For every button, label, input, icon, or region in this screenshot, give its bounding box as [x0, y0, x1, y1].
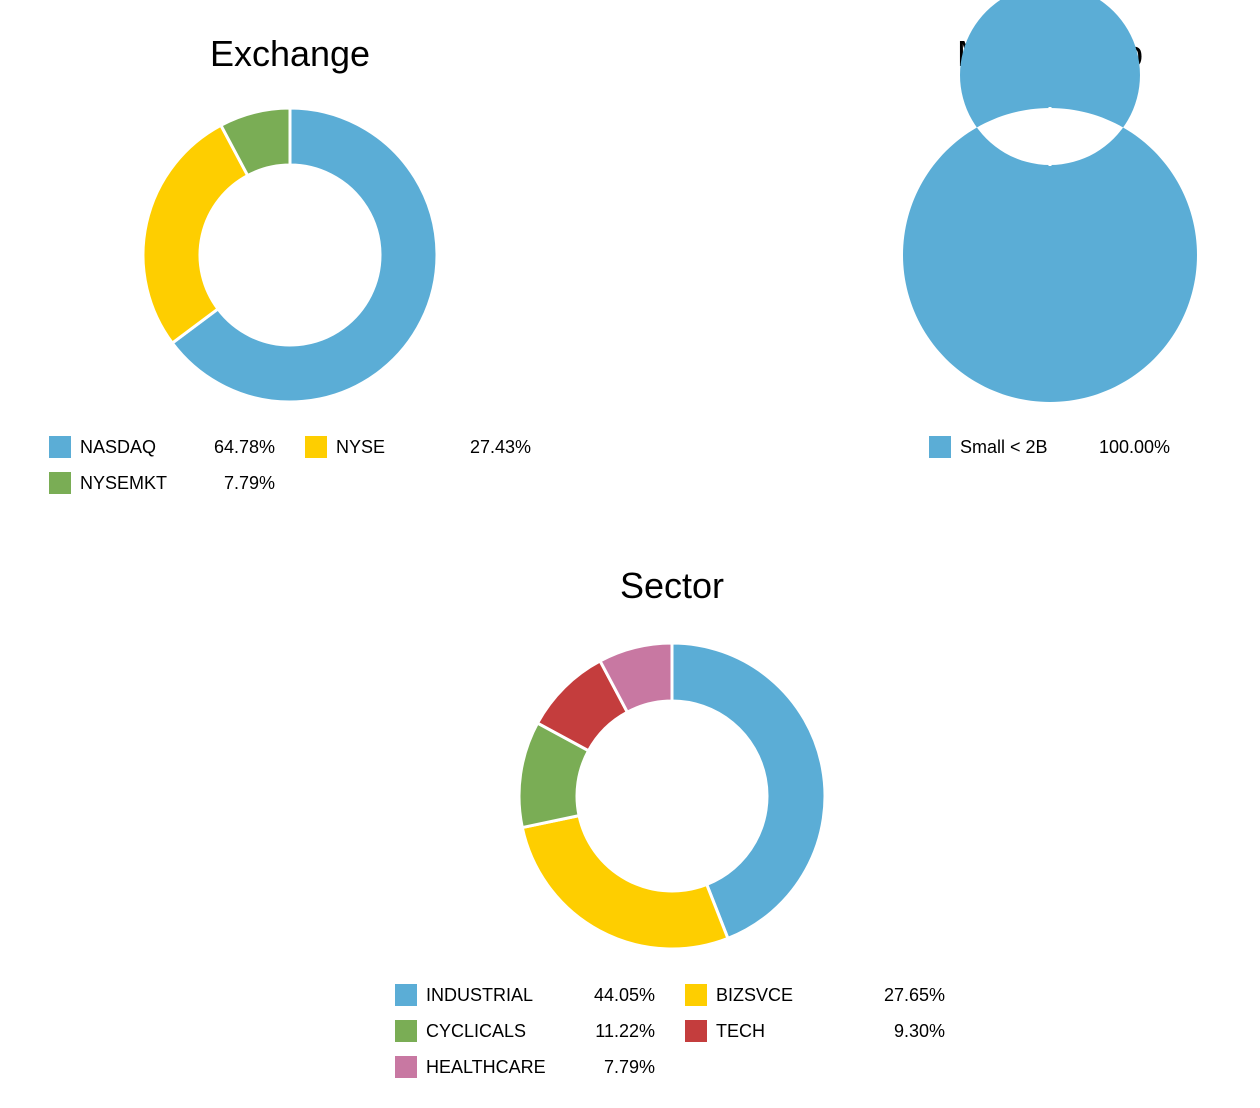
exchange-donut	[141, 106, 439, 404]
sector-chart: Sector	[512, 562, 832, 962]
legend-label: NYSEMKT	[80, 473, 168, 493]
legend-value: 44.05%	[593, 985, 655, 1005]
legend-value: 7.79%	[603, 1057, 655, 1077]
legend-item-nyse[interactable]: NYSE 27.43%	[305, 435, 561, 459]
legend-item-cyclicals[interactable]: CYCLICALS 11.22%	[395, 1019, 685, 1043]
legend-item-nasdaq[interactable]: NASDAQ 64.78%	[49, 435, 305, 459]
legend-label: HEALTHCARE	[426, 1057, 546, 1077]
legend-swatch	[929, 436, 951, 458]
legend-item-nysemkt[interactable]: NYSEMKT 7.79%	[49, 471, 305, 495]
legend-value: 100.00%	[1098, 437, 1170, 457]
donut-slice-bizsvce[interactable]	[520, 814, 730, 951]
market-cap-donut	[902, 0, 1197, 402]
donut-slice-nysemkt[interactable]	[219, 106, 292, 178]
legend-label: INDUSTRIAL	[426, 985, 534, 1005]
legend-swatch	[395, 1020, 417, 1042]
legend-label: NASDAQ	[80, 437, 157, 457]
exchange-chart: Exchange	[130, 30, 450, 510]
donut-slice-healthcare[interactable]	[598, 641, 674, 714]
market-cap-chart: Market Cap	[890, 0, 1210, 510]
donut-slice-industrial[interactable]	[670, 641, 827, 940]
legend-label: BIZSVCE	[716, 985, 794, 1005]
sector-donut	[517, 641, 827, 951]
legend-swatch	[49, 472, 71, 494]
legend-swatch	[685, 984, 707, 1006]
legend-swatch	[685, 1020, 707, 1042]
exchange-chart-title: Exchange	[209, 33, 371, 74]
legend-label: CYCLICALS	[426, 1021, 527, 1041]
legend-item-small-cap[interactable]: Small < 2B 100.00%	[929, 435, 1200, 459]
legend-swatch	[395, 1056, 417, 1078]
legend-swatch	[49, 436, 71, 458]
legend-value: 9.30%	[893, 1021, 945, 1041]
legend-value: 7.79%	[223, 473, 275, 493]
donut-slice-small-2b[interactable]	[902, 0, 1197, 402]
legend-swatch	[395, 984, 417, 1006]
legend-label: Small < 2B	[960, 437, 1048, 457]
legend-item-bizsvce[interactable]: BIZSVCE 27.65%	[685, 983, 975, 1007]
donut-slice-nyse[interactable]	[141, 123, 250, 345]
legend-label: NYSE	[336, 437, 386, 457]
legend-label: TECH	[716, 1021, 765, 1041]
legend-value: 11.22%	[595, 1021, 655, 1041]
legend-value: 27.65%	[883, 985, 945, 1005]
legend-item-healthcare[interactable]: HEALTHCARE 7.79%	[395, 1055, 685, 1079]
legend-value: 27.43%	[469, 437, 531, 457]
legend-value: 64.78%	[213, 437, 275, 457]
donut-slice-nasdaq[interactable]	[170, 106, 439, 404]
legend-item-industrial[interactable]: INDUSTRIAL 44.05%	[395, 983, 685, 1007]
legend-item-tech[interactable]: TECH 9.30%	[685, 1019, 975, 1043]
sector-chart-title: Sector	[619, 565, 725, 606]
legend-swatch	[305, 436, 327, 458]
